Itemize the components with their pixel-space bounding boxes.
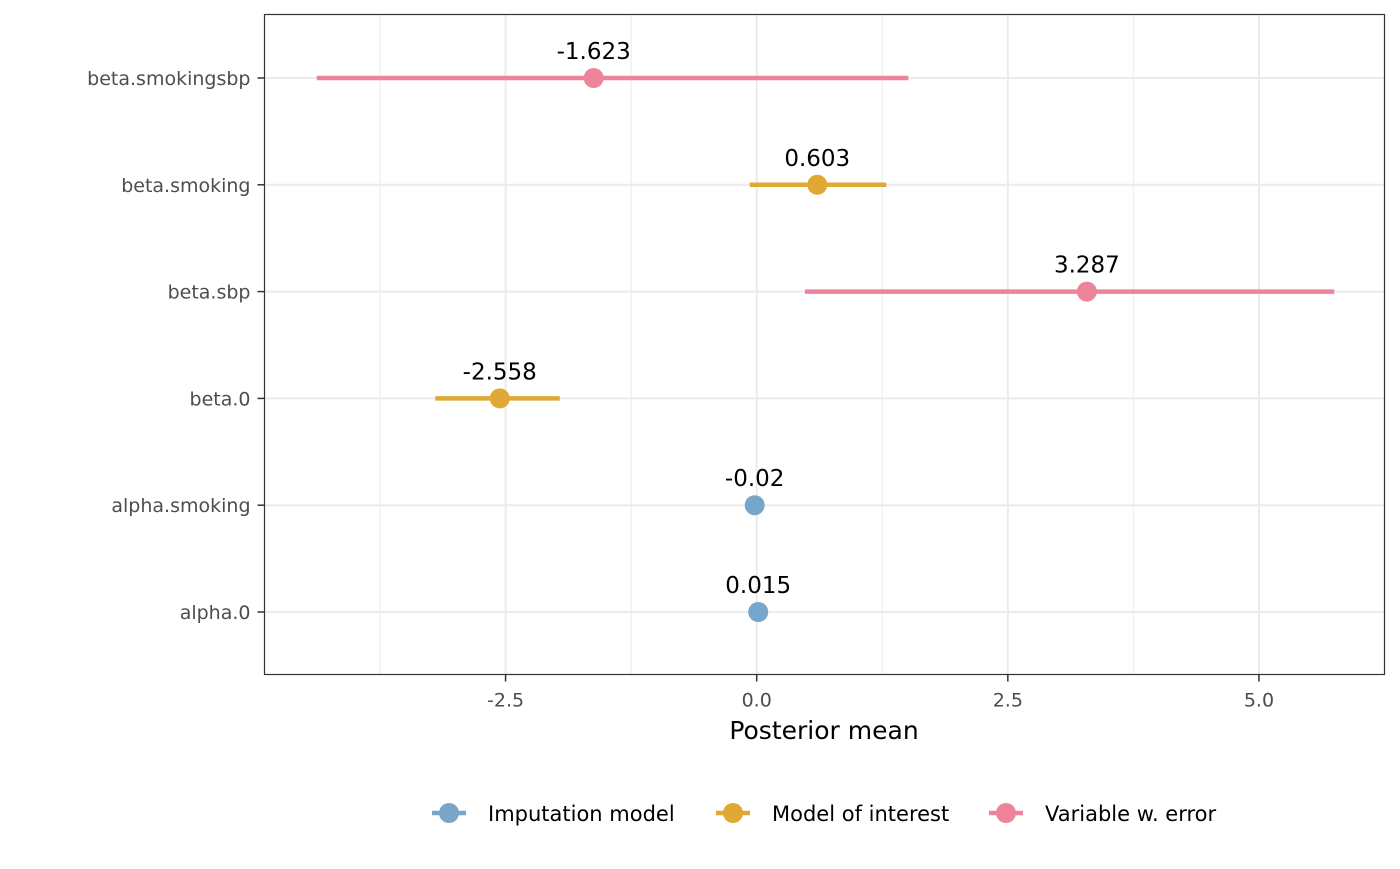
- data-label-alpha.smoking: -0.02: [725, 466, 785, 492]
- y-tick-label-alpha.0: alpha.0: [180, 602, 251, 624]
- legend-key-point: [723, 803, 743, 823]
- point-beta.smokingsbp: [584, 68, 604, 88]
- legend: Imputation model Model of interest Variabl…: [432, 802, 1217, 826]
- y-tick-label-beta.smokingsbp: beta.smokingsbp: [87, 68, 250, 90]
- x-tick-label: 5.0: [1244, 690, 1274, 712]
- x-tick-label: 2.5: [993, 690, 1023, 712]
- x-tick-label: -2.5: [487, 690, 524, 712]
- y-tick-label-alpha.smoking: alpha.smoking: [111, 495, 250, 517]
- legend-label: Variable w. error: [1045, 802, 1217, 826]
- legend-label: Imputation model: [488, 802, 675, 826]
- data-label-beta.smokingsbp: -1.623: [557, 39, 631, 65]
- legend-item-variable-w-error: Variable w. error: [989, 802, 1217, 826]
- point-beta.0: [490, 388, 510, 408]
- legend-item-imputation-model: Imputation model: [432, 802, 675, 826]
- legend-key-point: [439, 803, 459, 823]
- data-label-beta.sbp: 3.287: [1054, 253, 1120, 279]
- panel-background: [265, 15, 1385, 675]
- data-label-alpha.0: 0.015: [725, 573, 791, 599]
- point-alpha.0: [748, 602, 768, 622]
- y-tick-label-beta.sbp: beta.sbp: [168, 282, 251, 304]
- y-axis: beta.smokingsbp beta.smoking beta.sbp beta.…: [87, 68, 264, 624]
- x-axis-title: Posterior mean: [729, 716, 918, 745]
- point-beta.smoking: [807, 175, 827, 195]
- y-tick-label-beta.smoking: beta.smoking: [121, 175, 250, 197]
- point-beta.sbp: [1077, 282, 1097, 302]
- legend-item-model-of-interest: Model of interest: [716, 802, 949, 826]
- y-tick-label-beta.0: beta.0: [190, 388, 251, 410]
- data-label-beta.0: -2.558: [463, 359, 537, 385]
- x-tick-label: 0.0: [742, 690, 772, 712]
- x-axis: -2.5 0.0 2.5 5.0: [487, 675, 1274, 712]
- legend-key-point: [996, 803, 1016, 823]
- point-alpha.smoking: [745, 495, 765, 515]
- data-label-beta.smoking: 0.603: [784, 146, 850, 172]
- legend-label: Model of interest: [772, 802, 949, 826]
